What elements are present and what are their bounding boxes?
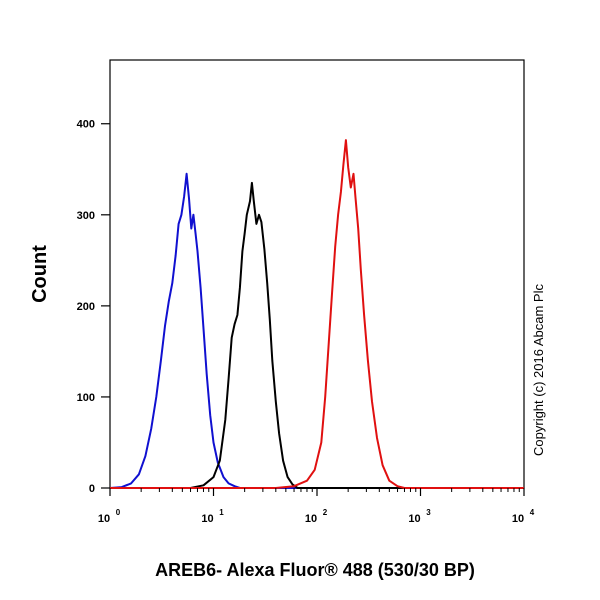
x-tick-labels: 10 0 10 1 10 2 10 3 10 4: [98, 508, 535, 525]
x-tick-exponent: 2: [323, 508, 328, 517]
x-tick-label: 10: [98, 513, 110, 525]
histogram-curve-3: [110, 139, 524, 489]
plot-frame: [109, 59, 525, 489]
x-tick-label: 10: [512, 513, 524, 525]
x-tick-label: 10: [408, 513, 420, 525]
y-axis-title: Count: [29, 245, 51, 303]
copyright-annotation: Copyright (c) 2016 Abcam Plc: [531, 284, 546, 456]
x-tick-exponent: 1: [219, 508, 224, 517]
x-tick-exponent: 0: [116, 508, 121, 517]
histogram-curves: [109, 139, 524, 489]
histogram-curve-2: [110, 181, 524, 489]
x-tick-label: 10: [201, 513, 213, 525]
histogram-curve-1: [109, 172, 524, 489]
y-tick-label: 300: [77, 210, 95, 222]
y-tick-labels: 0 100 200 300 400: [77, 119, 95, 495]
y-tick-label: 100: [77, 392, 95, 404]
x-major-ticks: [109, 488, 525, 496]
y-tick-label: 400: [77, 119, 95, 131]
x-tick-exponent: 4: [530, 508, 535, 517]
x-tick-exponent: 3: [426, 508, 431, 517]
y-ticks: [101, 123, 110, 489]
x-axis-title: AREB6- Alexa Fluor® 488 (530/30 BP): [155, 560, 475, 580]
x-minor-ticks: [140, 488, 520, 492]
y-tick-label: 200: [77, 301, 95, 313]
y-tick-label: 0: [89, 483, 95, 495]
x-tick-label: 10: [305, 513, 317, 525]
